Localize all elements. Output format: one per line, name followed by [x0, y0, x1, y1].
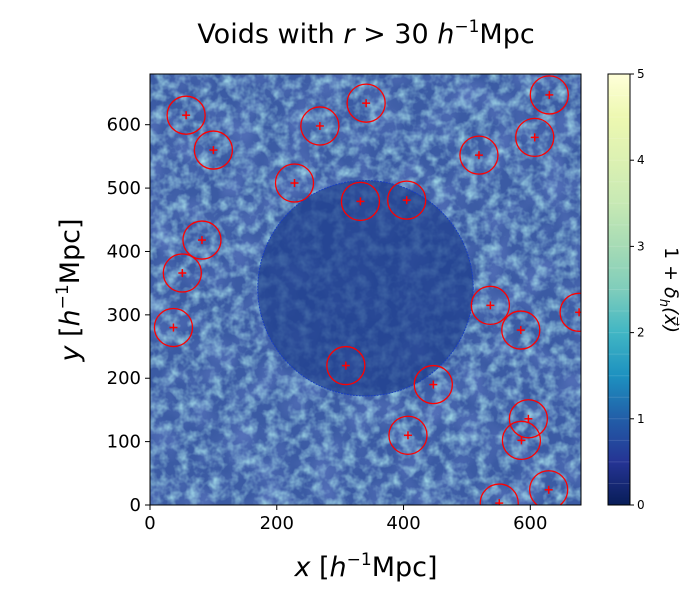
x-tick-label: 200 [260, 513, 294, 534]
y-tick-label: 300 [107, 305, 141, 326]
void-circle [274, 163, 315, 203]
colorbar-tick-label: 5 [637, 67, 645, 81]
y-tick-label: 500 [107, 178, 141, 199]
void-circle [300, 106, 340, 146]
y-tick-label: 0 [130, 495, 141, 516]
y-tick-label: 600 [107, 115, 141, 136]
colorbar [608, 74, 630, 505]
x-tick-label: 400 [386, 513, 420, 534]
y-axis-ticks: 0 100 200 300 400 500 600 [107, 115, 150, 516]
void-circle [501, 310, 541, 350]
void-circle [529, 75, 569, 115]
colorbar-tick-label: 4 [637, 153, 645, 167]
plot-frame [149, 73, 582, 506]
void-circle [346, 83, 386, 123]
void-circle [508, 399, 549, 439]
y-tick-label: 200 [107, 368, 141, 389]
void-circle [459, 135, 499, 175]
void-circle [153, 307, 194, 348]
void-circle [387, 180, 427, 220]
void-circle [413, 364, 453, 405]
void-circle [470, 285, 511, 326]
density-field [150, 74, 581, 505]
void-circle [479, 483, 519, 505]
colorbar-ticks: 0 1 2 3 4 5 [630, 67, 645, 512]
colorbar-tick-label: 3 [637, 239, 645, 253]
x-tick-label: 0 [144, 513, 155, 534]
colorbar-tick-label: 0 [637, 498, 645, 512]
void-circle [501, 420, 542, 461]
void-circle [193, 130, 234, 170]
void-circle [182, 220, 222, 260]
y-axis-label: y [h−1Mpc] [53, 218, 86, 362]
void-circle [529, 470, 569, 505]
void-circle [166, 95, 206, 135]
void-circle [559, 292, 581, 332]
x-axis-ticks: 0 200 400 600 [144, 505, 547, 534]
void-circle [515, 117, 555, 158]
colorbar-tick-label: 2 [637, 326, 645, 340]
colorbar-label: 1 + δh(x⃗) [656, 247, 682, 333]
void-circle [340, 181, 381, 222]
y-tick-label: 100 [107, 432, 141, 453]
colorbar-tick-label: 1 [637, 412, 645, 426]
void-circle [326, 345, 366, 386]
void-circle [388, 415, 428, 455]
colorbar-frame [607, 73, 631, 506]
colorbar-bands [608, 95, 630, 484]
y-tick-label: 400 [107, 241, 141, 262]
void-circle [162, 253, 202, 293]
chart-title: Voids with r > 30 h−1Mpc [197, 17, 534, 50]
x-tick-label: 600 [513, 513, 547, 534]
x-axis-label: x [h−1Mpc] [293, 550, 437, 583]
void-markers [153, 75, 581, 505]
large-void-region [257, 179, 474, 397]
